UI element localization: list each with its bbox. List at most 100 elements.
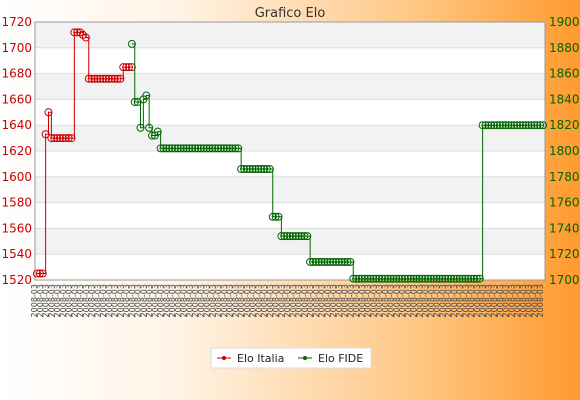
data-point-elo-fide	[300, 232, 309, 241]
data-point-elo-fide	[360, 274, 369, 283]
x-tick-label: 2008-03	[53, 284, 62, 317]
x-tick-label: 2008-03	[490, 284, 499, 317]
data-point-elo-fide	[173, 144, 182, 153]
left-tick-label: 1560	[1, 221, 32, 235]
data-point-elo-fide	[412, 274, 421, 283]
data-point-elo-italia	[116, 74, 125, 83]
data-point-elo-fide	[378, 274, 386, 283]
data-point-elo-fide	[438, 274, 447, 283]
right-tick-label: 1800	[549, 144, 580, 158]
data-point-elo-fide	[288, 232, 297, 241]
data-point-elo-fide	[475, 274, 484, 283]
right-tick-label: 1740	[549, 221, 580, 235]
data-point-elo-fide	[527, 121, 536, 130]
data-point-elo-fide	[495, 121, 504, 130]
data-point-elo-fide	[202, 144, 211, 153]
x-tick-label: 2008-03	[249, 284, 258, 317]
data-point-elo-fide	[162, 144, 171, 153]
left-tick-label: 1580	[1, 196, 32, 210]
plot-border	[34, 21, 546, 281]
left-tick-label: 1520	[1, 273, 32, 287]
data-point-elo-fide	[518, 121, 527, 130]
data-point-elo-fide	[191, 144, 200, 153]
x-tick-label: 2008-03	[398, 284, 407, 317]
data-point-elo-italia	[125, 63, 133, 72]
x-tick-label: 2008-03	[364, 284, 373, 317]
data-point-elo-italia	[84, 74, 93, 83]
data-point-elo-fide	[415, 274, 424, 283]
data-point-elo-italia	[41, 130, 50, 139]
data-point-elo-fide	[228, 144, 237, 153]
data-point-elo-fide	[504, 121, 513, 130]
data-point-elo-fide	[464, 274, 473, 283]
data-point-elo-fide	[429, 274, 438, 283]
data-point-elo-fide	[277, 232, 286, 241]
data-point-elo-fide	[271, 212, 280, 221]
data-point-elo-fide	[484, 121, 493, 130]
data-point-elo-fide	[516, 121, 524, 130]
data-point-elo-fide	[260, 165, 269, 174]
x-tick-label: 2008-03	[496, 284, 505, 317]
x-tick-label: 2008-03	[70, 284, 79, 317]
data-point-elo-fide	[217, 144, 225, 153]
x-tick-label: 2008-03	[507, 284, 516, 317]
data-point-elo-italia	[104, 74, 113, 83]
x-tick-label: 2008-03	[47, 284, 56, 317]
data-point-elo-italia	[35, 269, 44, 278]
x-tick-label: 2008-03	[312, 284, 321, 317]
data-point-elo-fide	[240, 165, 248, 174]
data-point-elo-fide	[421, 274, 430, 283]
data-point-elo-fide	[435, 274, 444, 283]
data-point-elo-fide	[441, 274, 450, 283]
chart-title: Grafico Elo	[255, 6, 326, 21]
x-tick-label: 2008-03	[438, 284, 447, 317]
right-tick-label: 1700	[549, 273, 580, 287]
series-elo-fide	[127, 39, 547, 283]
data-point-elo-fide	[263, 165, 271, 174]
data-point-elo-fide	[455, 274, 464, 283]
data-point-elo-italia	[61, 134, 70, 143]
x-tick-label: 2008-03	[525, 284, 534, 317]
data-point-elo-fide	[234, 144, 243, 153]
series-elo-italia	[33, 28, 136, 278]
data-point-elo-fide	[426, 274, 435, 283]
x-tick-label: 2008-03	[318, 284, 327, 317]
legend-dot-elo-fide	[303, 356, 307, 360]
data-point-elo-italia	[79, 30, 87, 39]
x-tick-label: 2008-03	[450, 284, 459, 317]
data-point-elo-italia	[93, 74, 102, 83]
data-point-elo-fide	[418, 274, 427, 283]
x-tick-label: 2008-03	[410, 284, 419, 317]
x-tick-label: 2008-03	[467, 284, 476, 317]
data-point-elo-fide	[490, 121, 499, 130]
data-point-elo-fide	[386, 274, 395, 283]
x-tick-label: 2008-03	[375, 284, 384, 317]
data-point-elo-italia	[102, 74, 110, 83]
data-point-elo-fide	[533, 121, 542, 130]
data-point-elo-fide	[392, 274, 401, 283]
x-tick-label: 2008-03	[237, 284, 246, 317]
data-point-elo-fide	[452, 274, 461, 283]
data-point-elo-fide	[291, 232, 300, 241]
data-point-elo-italia	[119, 63, 128, 72]
left-axis-ticks: 1520 1540 1560 1580 1600 1620 1640 1660 1680 1700…	[1, 15, 32, 287]
data-point-elo-fide	[196, 144, 205, 153]
x-tick-label: 2008-03	[76, 284, 85, 317]
data-point-elo-fide	[432, 274, 441, 283]
right-tick-label: 1840	[549, 92, 580, 106]
data-point-elo-fide	[317, 257, 326, 266]
data-point-elo-fide	[380, 274, 389, 283]
data-point-elo-italia	[87, 74, 96, 83]
data-point-elo-italia	[81, 33, 90, 42]
x-tick-label: 2008-03	[105, 284, 114, 317]
left-tick-label: 1600	[1, 170, 32, 184]
x-tick-label: 2008-03	[185, 284, 194, 317]
left-tick-label: 1720	[1, 15, 32, 29]
x-tick-label: 2008-03	[444, 284, 453, 317]
x-tick-label: 2008-03	[277, 284, 286, 317]
right-tick-label: 1820	[549, 118, 580, 132]
data-point-elo-italia	[58, 134, 67, 143]
x-tick-label: 2008-03	[180, 284, 189, 317]
data-point-elo-fide	[182, 144, 191, 153]
x-tick-label: 2008-03	[59, 284, 68, 317]
